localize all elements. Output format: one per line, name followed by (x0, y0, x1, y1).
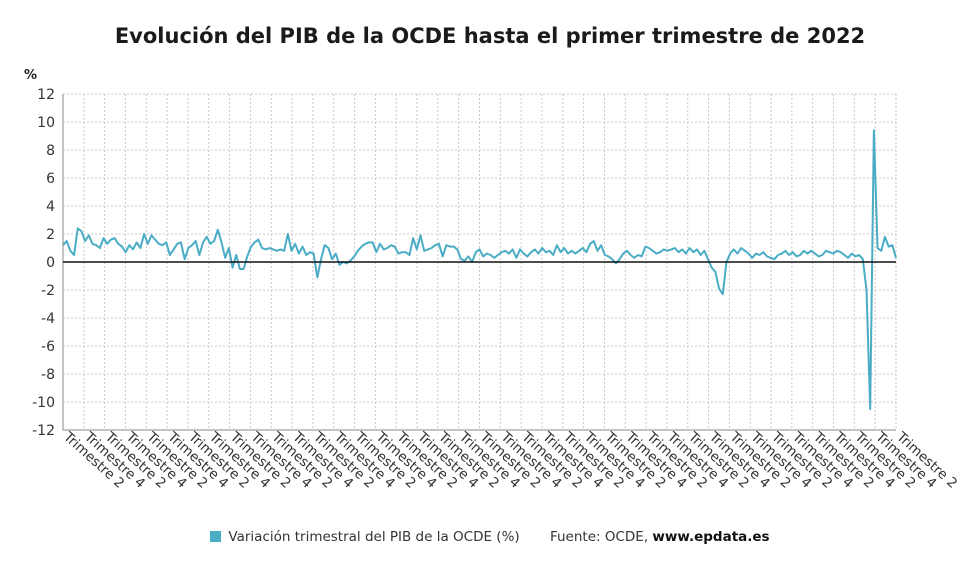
y-axis-unit-label: % (24, 68, 38, 83)
y-tick-label: 8 (46, 143, 55, 159)
y-tick-label: -2 (41, 283, 55, 299)
y-tick-label: 4 (46, 199, 55, 215)
y-tick-label: -8 (41, 367, 55, 383)
y-tick-label: -12 (32, 423, 55, 439)
source-text: Fuente: OCDE, www.epdata.es (550, 529, 770, 545)
series-layer (62, 129, 897, 410)
source-site: www.epdata.es (652, 529, 770, 545)
y-tick-label: 2 (46, 227, 55, 243)
source-prefix: Fuente: OCDE, (549, 529, 649, 545)
y-axis-ticks: -12 -10 -8 -6 -4 -2 0 2 4 6 8 10 12 (32, 87, 55, 439)
axes-layer (62, 94, 896, 431)
chart-title: Evolución del PIB de la OCDE hasta el pr… (114, 24, 866, 48)
legend: Variación trimestral del PIB de la OCDE … (0, 529, 980, 545)
y-tick-label: 10 (37, 115, 55, 131)
y-tick-label: -6 (41, 339, 55, 355)
legend-swatch (210, 531, 222, 542)
y-tick-label: -10 (32, 395, 55, 411)
y-tick-label: 6 (46, 171, 55, 187)
series-line (62, 129, 897, 410)
y-tick-label: -4 (41, 311, 55, 327)
y-tick-label: 12 (37, 87, 55, 103)
y-tick-label: 0 (46, 255, 55, 271)
legend-series-label: Variación trimestral del PIB de la OCDE … (228, 529, 520, 545)
